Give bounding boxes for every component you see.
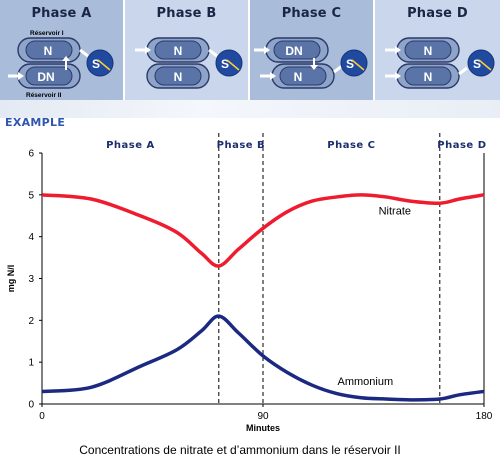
chart-caption: Concentrations de nitrate et d’ammonium … bbox=[79, 443, 401, 457]
phase-c-sensor: S bbox=[346, 57, 354, 71]
x-axis-label: Minutes bbox=[246, 423, 280, 433]
outflow-arrow-icon bbox=[458, 66, 468, 76]
phase-d-top-node: N bbox=[424, 44, 433, 58]
phase-a-title: Phase A bbox=[31, 6, 92, 21]
phase-panels: Phase A N DN S Réservoir I Réservoir II … bbox=[0, 0, 500, 103]
series-label: Ammonium bbox=[338, 376, 394, 388]
reservoir-top-label: Réservoir I bbox=[30, 30, 64, 37]
chart-axes: 0 1 2 3 4 5 6 0 90 180 Minutes mg N/l bbox=[6, 149, 493, 434]
phase-label: Phase D bbox=[437, 140, 486, 151]
reservoir-bottom-label: Réservoir II bbox=[26, 92, 62, 99]
phase-b-sensor: S bbox=[221, 57, 229, 71]
outflow-arrow-icon bbox=[208, 48, 218, 58]
phase-a-bottom-node: DN bbox=[37, 70, 54, 84]
phase-c-title: Phase C bbox=[281, 6, 342, 21]
phase-b-diagram: N N S bbox=[135, 37, 243, 89]
phase-b-title: Phase B bbox=[156, 6, 217, 21]
y-tick-label: 1 bbox=[28, 358, 34, 369]
x-tick-label: 180 bbox=[476, 411, 493, 422]
phase-label: Phase A bbox=[106, 140, 155, 151]
y-tick-label: 3 bbox=[28, 274, 34, 285]
phase-c-panel: Phase C DN N S bbox=[250, 0, 373, 100]
y-axis-label: mg N/l bbox=[6, 265, 16, 293]
y-tick-label: 6 bbox=[28, 149, 34, 160]
phase-a-sensor: S bbox=[92, 57, 100, 71]
sensor-icon bbox=[340, 49, 368, 77]
phase-b-panel: Phase B N N S bbox=[125, 0, 248, 100]
y-tick-label: 4 bbox=[28, 232, 34, 243]
phase-markers: Phase A Phase B Phase C Phase D bbox=[106, 133, 486, 404]
x-tick-label: 0 bbox=[39, 411, 45, 422]
sensor-icon bbox=[215, 49, 243, 77]
sensor-icon bbox=[86, 49, 114, 77]
y-tick-label: 0 bbox=[28, 400, 34, 411]
phase-c-top-node: DN bbox=[285, 44, 302, 58]
series-line-ammonium bbox=[41, 314, 485, 402]
phase-d-bottom-node: N bbox=[424, 70, 433, 84]
outflow-arrow-icon bbox=[79, 48, 89, 58]
phase-d-panel: Phase D N N S bbox=[375, 0, 500, 100]
phase-label: Phase B bbox=[217, 140, 266, 151]
phase-d-sensor: S bbox=[473, 57, 481, 71]
phase-c-diagram: DN N S bbox=[254, 37, 368, 89]
example-label: EXAMPLE bbox=[5, 116, 66, 129]
phase-a-panel: Phase A N DN S Réservoir I Réservoir II bbox=[0, 0, 123, 100]
chart-series: Nitrate Ammonium bbox=[41, 193, 485, 402]
outflow-arrow-icon bbox=[333, 64, 343, 74]
y-tick-label: 2 bbox=[28, 316, 34, 327]
y-tick-label: 5 bbox=[28, 190, 34, 201]
phase-b-bottom-node: N bbox=[174, 70, 183, 84]
series-line-nitrate bbox=[41, 193, 485, 268]
series-label: Nitrate bbox=[379, 205, 411, 217]
phase-b-top-node: N bbox=[174, 44, 183, 58]
sensor-icon bbox=[467, 49, 495, 77]
phase-a-top-node: N bbox=[44, 44, 53, 58]
phase-label: Phase C bbox=[327, 140, 375, 151]
phase-c-bottom-node: N bbox=[294, 70, 303, 84]
phase-d-diagram: N N S bbox=[385, 37, 495, 89]
phase-a-diagram: N DN S Réservoir I Réservoir II bbox=[8, 30, 114, 99]
x-tick-label: 90 bbox=[257, 411, 269, 422]
decorative-band bbox=[0, 100, 500, 118]
phase-d-title: Phase D bbox=[407, 6, 468, 21]
